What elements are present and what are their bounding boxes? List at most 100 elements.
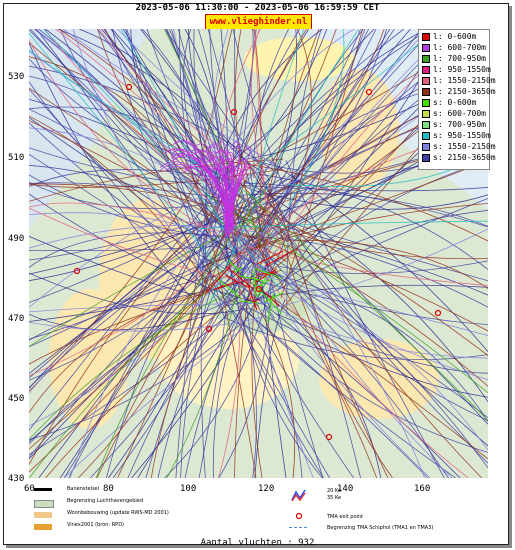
key-label: Woonbebouwing (update RWS-MD 2001) [67, 510, 169, 516]
flight-track [164, 148, 229, 229]
flight-track [215, 263, 488, 336]
flight-track [239, 29, 254, 160]
x-tick-label: 160 [414, 484, 431, 494]
flight-track [256, 250, 284, 265]
flight-track [68, 176, 236, 478]
legend-swatch [422, 76, 430, 85]
flight-track [247, 162, 482, 478]
flight-track [58, 29, 286, 237]
flight-track [222, 231, 488, 332]
flight-track [29, 127, 237, 228]
flight-track [264, 250, 294, 267]
flight-track [229, 253, 488, 381]
tma-exit-points [73, 83, 442, 441]
flight-track [45, 288, 247, 478]
flight-track [96, 201, 244, 478]
key-label: 35 Ke [327, 495, 342, 501]
flight-track [257, 209, 488, 300]
flight-track [248, 295, 253, 301]
flight-track [150, 204, 244, 478]
flight-track [208, 29, 323, 195]
flight-track [29, 159, 284, 202]
flight-track [29, 117, 284, 282]
flight-track [281, 214, 361, 478]
flight-track [110, 29, 217, 204]
flight-track [261, 281, 287, 478]
flight-track [62, 29, 275, 165]
flight-track [29, 181, 234, 209]
residential-swatch [34, 512, 52, 518]
tma-exit-point [230, 108, 238, 116]
x-tick-label: 120 [258, 484, 275, 494]
flight-track [29, 182, 222, 199]
flight-track [264, 307, 488, 453]
flight-track [211, 29, 309, 201]
legend-label: s: 0-600m [433, 98, 477, 107]
flight-track [276, 313, 488, 374]
flight-track [230, 163, 251, 225]
legend-label: l: 600-700m [433, 43, 486, 52]
flight-track [29, 193, 264, 305]
legend-swatch [422, 142, 430, 151]
legend-label: s: 2150-3650m [433, 153, 496, 162]
flight-track [111, 29, 271, 309]
flight-track [238, 275, 264, 282]
flight-track [55, 29, 241, 189]
flight-track [225, 265, 255, 290]
x-tick-label: 140 [337, 484, 354, 494]
flight-track [241, 244, 488, 286]
flight-track [117, 173, 249, 478]
flight-track [258, 278, 272, 287]
map-key: Banenstelsel Begrenzing Luchthavengebied… [29, 482, 488, 542]
flight-track [127, 264, 253, 478]
flight-track [29, 42, 202, 310]
tma-exit-point [255, 285, 263, 293]
flight-track [103, 29, 210, 227]
flight-track [29, 49, 268, 206]
key-label: Banenstelsel [67, 486, 100, 492]
flight-track [252, 297, 296, 478]
tma-exit-point [125, 83, 133, 91]
flight-track [29, 210, 269, 377]
flight-track [69, 187, 241, 478]
flight-track [272, 256, 488, 469]
flight-track [29, 310, 234, 455]
flight-track [29, 232, 222, 268]
flight-track [173, 29, 263, 220]
flight-track [29, 186, 220, 431]
flight-track [120, 29, 236, 256]
flight-track [29, 217, 272, 473]
flight-track [29, 32, 223, 272]
residential-area [49, 289, 129, 429]
flight-track [250, 278, 488, 325]
flight-track [29, 198, 280, 275]
legend-label: l: 950-1550m [433, 65, 491, 74]
flight-count: Aantal vluchten : 932 [200, 538, 315, 548]
y-tick-label: 530 [8, 72, 25, 82]
flight-track [254, 284, 282, 314]
flight-track [29, 98, 251, 189]
flight-track [258, 29, 405, 160]
flight-track [164, 166, 227, 231]
tma-exit-point [205, 325, 213, 333]
flight-track [255, 29, 361, 223]
site-badge[interactable]: www.vlieghinder.nl [205, 14, 312, 30]
x-tick-label: 60 [24, 484, 35, 494]
legend-swatch [422, 43, 430, 52]
legend-swatch [422, 98, 430, 107]
flight-track [44, 29, 242, 232]
legend-item: s: 700-950m [422, 120, 486, 130]
flight-track [29, 189, 235, 465]
y-tick-label: 490 [8, 234, 25, 244]
flight-track [77, 269, 212, 478]
flight-track [259, 173, 488, 270]
flight-track [164, 29, 271, 182]
legend-item: l: 950-1550m [422, 65, 491, 75]
flight-track [254, 268, 283, 279]
flight-track [267, 293, 274, 323]
flight-track [42, 29, 279, 287]
flight-track [245, 191, 488, 421]
flight-track [166, 291, 237, 478]
legend-label: l: 2150-3650m [433, 87, 496, 96]
flight-track [256, 272, 278, 275]
